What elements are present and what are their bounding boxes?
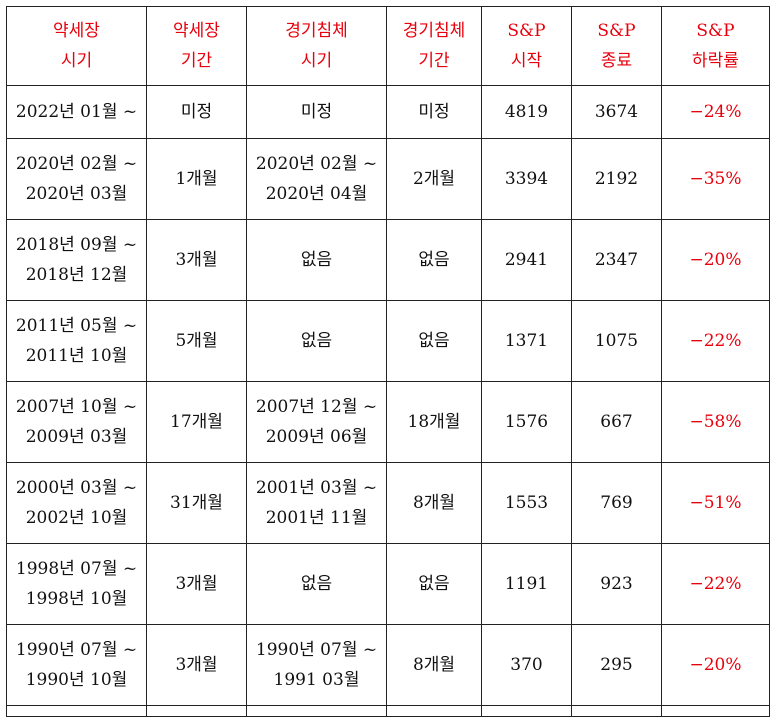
table-row: 2022년 01월 ~ 미정 미정 미정 4819 3674 −24% [6, 85, 770, 139]
cell-bear-duration: 31개월 [146, 462, 247, 544]
cell-recession-duration: 없음 [386, 219, 482, 301]
table-row: 2018년 09월 ~2018년 12월 3개월 없음 없음 2941 2347 −20% [6, 219, 770, 301]
cell-recession-duration: 없음 [386, 543, 482, 625]
cell-sp-start: 370 [481, 624, 572, 706]
table-container: 약세장 시기 약세장 기간 경기침체 시기 경기침체 기간 S&P 시작 S&P 종료 S&… [6, 6, 770, 717]
empty-cell [661, 705, 770, 717]
cell-bear-period: 2007년 10월 ~2009년 03월 [6, 381, 147, 463]
cell-bear-period: 1998년 07월 ~1998년 10월 [6, 543, 147, 625]
cell-recession-period: 미정 [246, 85, 387, 139]
cell-bear-duration: 3개월 [146, 543, 247, 625]
bear-market-table: 약세장 시기 약세장 기간 경기침체 시기 경기침체 기간 S&P 시작 S&P 종료 S&… [6, 6, 770, 717]
table-row: 2007년 10월 ~2009년 03월 17개월 2007년 12월 ~2009년… [6, 381, 770, 463]
header-sp-drop: S&P 하락률 [661, 6, 770, 86]
header-sp-start: S&P 시작 [481, 6, 572, 86]
cell-recession-duration: 2개월 [386, 138, 482, 220]
cell-recession-period: 없음 [246, 219, 387, 301]
header-bear-duration: 약세장 기간 [146, 6, 247, 86]
cell-sp-drop: −51% [661, 462, 770, 544]
cell-sp-end: 667 [571, 381, 662, 463]
cell-recession-period: 2007년 12월 ~2009년 06월 [246, 381, 387, 463]
cell-recession-duration: 18개월 [386, 381, 482, 463]
empty-cell [571, 705, 662, 717]
cell-bear-period: 2020년 02월 ~2020년 03월 [6, 138, 147, 220]
cell-sp-drop: −22% [661, 300, 770, 382]
cell-sp-start: 2941 [481, 219, 572, 301]
cell-sp-start: 1576 [481, 381, 572, 463]
cell-sp-drop: −20% [661, 624, 770, 706]
empty-cell [146, 705, 247, 717]
cell-sp-drop: −58% [661, 381, 770, 463]
header-row: 약세장 시기 약세장 기간 경기침체 시기 경기침체 기간 S&P 시작 S&P 종료 S&… [6, 6, 770, 86]
cell-sp-end: 923 [571, 543, 662, 625]
cell-recession-period: 없음 [246, 543, 387, 625]
cell-recession-duration: 8개월 [386, 462, 482, 544]
table-body: 2022년 01월 ~ 미정 미정 미정 4819 3674 −24% 2020년 02월 ~… [6, 85, 770, 717]
cell-sp-end: 2347 [571, 219, 662, 301]
header-sp-end: S&P 종료 [571, 6, 662, 86]
empty-cell [386, 705, 482, 717]
cell-sp-drop: −35% [661, 138, 770, 220]
empty-cell [481, 705, 572, 717]
cell-sp-end: 295 [571, 624, 662, 706]
cell-sp-drop: −24% [661, 85, 770, 139]
cell-recession-duration: 8개월 [386, 624, 482, 706]
table-row-partial [6, 705, 770, 717]
cell-sp-drop: −20% [661, 219, 770, 301]
cell-recession-period: 2001년 03월 ~2001년 11월 [246, 462, 387, 544]
cell-sp-start: 3394 [481, 138, 572, 220]
header-recession-period: 경기침체 시기 [246, 6, 387, 86]
table-row: 1998년 07월 ~1998년 10월 3개월 없음 없음 1191 923 −22% [6, 543, 770, 625]
cell-recession-duration: 미정 [386, 85, 482, 139]
cell-bear-period: 1990년 07월 ~1990년 10월 [6, 624, 147, 706]
cell-sp-drop: −22% [661, 543, 770, 625]
cell-sp-end: 1075 [571, 300, 662, 382]
cell-sp-start: 1553 [481, 462, 572, 544]
cell-recession-period: 2020년 02월 ~2020년 04월 [246, 138, 387, 220]
empty-cell [6, 705, 147, 717]
cell-bear-period: 2011년 05월 ~2011년 10월 [6, 300, 147, 382]
cell-sp-start: 1191 [481, 543, 572, 625]
table-row: 2020년 02월 ~2020년 03월 1개월 2020년 02월 ~2020년 … [6, 138, 770, 220]
cell-recession-period: 없음 [246, 300, 387, 382]
cell-bear-period: 2018년 09월 ~2018년 12월 [6, 219, 147, 301]
cell-sp-end: 2192 [571, 138, 662, 220]
cell-bear-period: 2022년 01월 ~ [6, 85, 147, 139]
cell-bear-duration: 5개월 [146, 300, 247, 382]
header-recession-duration: 경기침체 기간 [386, 6, 482, 86]
cell-sp-start: 1371 [481, 300, 572, 382]
cell-bear-duration: 3개월 [146, 219, 247, 301]
table-row: 2011년 05월 ~2011년 10월 5개월 없음 없음 1371 1075 −22% [6, 300, 770, 382]
empty-cell [246, 705, 387, 717]
header-bear-period: 약세장 시기 [6, 6, 147, 86]
cell-bear-duration: 17개월 [146, 381, 247, 463]
cell-bear-duration: 3개월 [146, 624, 247, 706]
cell-bear-duration: 1개월 [146, 138, 247, 220]
table-row: 1990년 07월 ~1990년 10월 3개월 1990년 07월 ~1991 0… [6, 624, 770, 706]
cell-sp-end: 3674 [571, 85, 662, 139]
cell-bear-duration: 미정 [146, 85, 247, 139]
table-row: 2000년 03월 ~2002년 10월 31개월 2001년 03월 ~2001년… [6, 462, 770, 544]
cell-sp-start: 4819 [481, 85, 572, 139]
cell-sp-end: 769 [571, 462, 662, 544]
cell-recession-duration: 없음 [386, 300, 482, 382]
cell-recession-period: 1990년 07월 ~1991 03월 [246, 624, 387, 706]
cell-bear-period: 2000년 03월 ~2002년 10월 [6, 462, 147, 544]
